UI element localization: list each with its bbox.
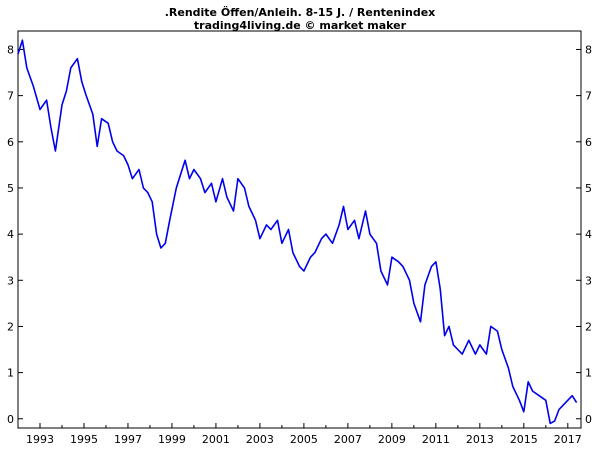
y-tick-label-left: 3: [7, 274, 14, 287]
x-tick-label: 2013: [466, 433, 494, 446]
y-axis-left: 0 1 2 3 4 5 6 7 8: [7, 43, 23, 426]
y-tick-label-right: 0: [585, 413, 592, 426]
x-tick-label: 2009: [378, 433, 406, 446]
x-tick-label: 2007: [334, 433, 362, 446]
series-line: [17, 39, 578, 425]
x-tick-label: 1993: [26, 433, 54, 446]
plot-frame: [17, 30, 582, 429]
x-tick-label: 2003: [246, 433, 274, 446]
y-tick-label-right: 5: [585, 182, 592, 195]
x-tick-label: 1997: [114, 433, 142, 446]
y-tick-label-right: 1: [585, 367, 592, 380]
y-tick-label-right: 4: [585, 228, 592, 241]
y-tick-label-left: 2: [7, 320, 14, 333]
y-tick-label-left: 0: [7, 413, 14, 426]
y-tick-label-left: 8: [7, 43, 14, 56]
series-group: [17, 39, 578, 425]
y-tick-label-right: 8: [585, 43, 592, 56]
y-tick-label-left: 6: [7, 136, 14, 149]
x-tick-label: 1995: [70, 433, 98, 446]
y-tick-label-right: 3: [585, 274, 592, 287]
y-tick-label-right: 7: [585, 90, 592, 103]
x-tick-label: 2011: [422, 433, 450, 446]
y-tick-label-right: 2: [585, 320, 592, 333]
chart-title: .Rendite Öffen/Anleih. 8-15 J. / Renteni…: [164, 6, 436, 19]
x-tick-label: 1999: [158, 433, 186, 446]
x-axis: 1993 1995 1997 1999 2001 2003 2005 2007 2009 2011…: [17, 423, 582, 446]
x-tick-label: 2005: [290, 433, 318, 446]
x-tick-label: 2001: [202, 433, 230, 446]
y-tick-label-left: 1: [7, 367, 14, 380]
y-tick-label-left: 5: [7, 182, 14, 195]
y-tick-label-left: 4: [7, 228, 14, 241]
chart-subtitle: trading4living.de © market maker: [193, 19, 407, 32]
y-axis-right: 0 1 2 3 4 5 6 7 8: [576, 43, 592, 426]
x-tick-label: 2017: [554, 433, 582, 446]
y-tick-label-right: 6: [585, 136, 592, 149]
x-tick-label: 2015: [510, 433, 538, 446]
y-tick-label-left: 7: [7, 90, 14, 103]
